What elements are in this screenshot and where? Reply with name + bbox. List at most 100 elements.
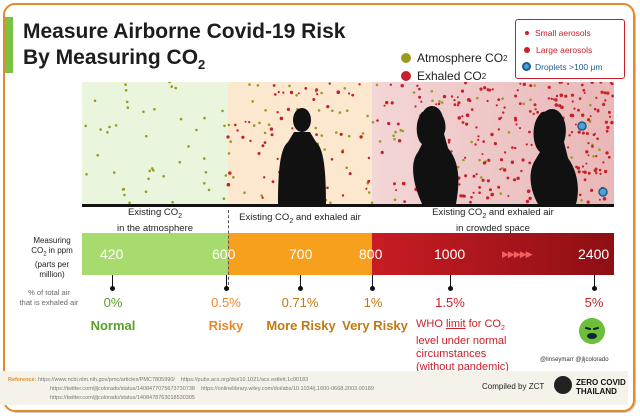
- exhaled-particle: [560, 82, 563, 84]
- exhaled-particle: [464, 156, 467, 159]
- exhaled-particle: [595, 96, 598, 99]
- atmosphere-particle: [343, 87, 347, 90]
- atmosphere-particle: [480, 176, 483, 179]
- exhaled-particle: [276, 157, 279, 160]
- atmosphere-particle: [251, 100, 254, 103]
- exhaled-particle: [525, 143, 528, 146]
- compiled-by: Compiled by ZCT: [482, 382, 545, 391]
- exhaled-particle: [560, 105, 564, 110]
- atmosphere-particle: [99, 128, 102, 131]
- atmosphere-particle: [142, 110, 145, 114]
- exhaled-particle: [518, 127, 522, 130]
- exhaled-particle: [510, 160, 515, 164]
- atmosphere-particle: [345, 109, 349, 112]
- atmosphere-particle: [263, 131, 267, 135]
- exhaled-particle: [598, 198, 601, 201]
- legend-small-aerosols: Small aerosols: [522, 24, 618, 41]
- ref-link-2[interactable]: https://pubs.acs.org/doi/10.1021/acs.est…: [181, 377, 309, 383]
- atmosphere-particle: [264, 109, 267, 112]
- atmosphere-particle: [580, 199, 583, 202]
- exhaled-particle: [610, 120, 614, 125]
- pct-axis-label: % of total air that is exhaled air: [19, 288, 79, 307]
- exhaled-particle: [387, 121, 391, 126]
- category-very-risky: Very Risky: [342, 318, 408, 333]
- exhaled-particle: [528, 161, 532, 165]
- atmosphere-particle: [150, 167, 154, 170]
- atmosphere-particle: [476, 96, 479, 100]
- exhaled-particle: [516, 89, 519, 92]
- exhaled-particle: [367, 179, 371, 183]
- ref-link-5[interactable]: https://twitter.com/jljcolorado/status/1…: [50, 395, 195, 401]
- exhaled-particle: [596, 109, 600, 113]
- particle-scene: [82, 82, 614, 204]
- ref-link-1[interactable]: https://www.ncbi.nlm.nih.gov/pmc/article…: [37, 377, 175, 383]
- aerosol-legend: Small aerosols Large aerosols Droplets >…: [515, 19, 625, 79]
- legend-exhaled: Exhaled CO 2: [401, 67, 508, 85]
- atmosphere-particle: [267, 123, 271, 126]
- exhaled-particle: [497, 128, 501, 131]
- atmosphere-particle: [438, 100, 441, 103]
- exhaled-particle: [554, 103, 559, 107]
- atmosphere-particle: [126, 106, 130, 109]
- exhaled-particle: [499, 158, 504, 162]
- exhaled-particle: [512, 178, 517, 182]
- exhaled-particle: [497, 185, 501, 189]
- pct-1-5: 1.5%: [435, 295, 465, 310]
- exhaled-particle: [282, 91, 285, 94]
- exhaled-particle: [528, 110, 532, 113]
- exhaled-particle: [547, 97, 551, 100]
- ref-link-4[interactable]: https://onlinelibrary.wiley.com/doi/abs/…: [201, 386, 374, 392]
- pct-0-71: 0.71%: [281, 295, 319, 310]
- zone-label-crowded: Existing CO2 and exhaled air in crowded …: [432, 207, 554, 234]
- atmosphere-particle: [106, 131, 109, 134]
- atmosphere-particle: [108, 125, 111, 129]
- legend-droplets: Droplets >100 μm: [522, 58, 618, 75]
- exhaled-particle: [577, 108, 580, 112]
- exhaled-particle: [518, 102, 522, 105]
- exhaled-particle: [498, 117, 501, 121]
- exhaled-particle: [383, 104, 386, 107]
- exhaled-particle: [564, 94, 568, 98]
- exhaled-particle: [593, 107, 597, 111]
- atmosphere-particle: [123, 193, 126, 197]
- pct-0: 0%: [103, 295, 123, 310]
- exhaled-particle: [336, 90, 341, 94]
- exhaled-particle: [481, 178, 485, 182]
- zct-brand: ZERO COVID THAILAND: [576, 378, 626, 396]
- exhaled-particle: [226, 135, 230, 139]
- infographic-card: Measure Airborne Covid-19 Risk By Measur…: [3, 3, 635, 412]
- exhaled-particle: [594, 167, 598, 171]
- category-normal: Normal: [90, 318, 136, 333]
- exhaled-particle: [503, 168, 507, 172]
- atmosphere-particle: [366, 114, 369, 118]
- exhaled-particle: [607, 155, 611, 159]
- atmosphere-particle: [462, 158, 465, 162]
- atmosphere-particle: [207, 188, 211, 192]
- atmosphere-particle: [320, 134, 324, 137]
- exhaled-particle: [326, 186, 329, 190]
- exhaled-particle: [532, 112, 535, 116]
- exhaled-particle: [576, 166, 580, 170]
- exhaled-particle: [479, 87, 483, 91]
- atmosphere-particle: [124, 83, 127, 86]
- exhaled-particle: [312, 98, 316, 101]
- atmosphere-particle: [375, 83, 379, 87]
- ppm-value-2400: 2400: [578, 246, 610, 262]
- ref-link-3[interactable]: https://twitter.com/jljcolorado/status/1…: [50, 386, 195, 392]
- atmosphere-particle: [320, 91, 323, 95]
- atmosphere-particle: [84, 124, 87, 128]
- exhaled-particle: [528, 130, 531, 134]
- exhaled-particle: [482, 161, 487, 165]
- exhaled-particle: [586, 200, 590, 204]
- small-dot-icon: [525, 30, 529, 35]
- exhaled-particle: [397, 139, 402, 143]
- exhaled-particle: [351, 93, 355, 97]
- exhaled-particle: [554, 98, 558, 102]
- atmosphere-particle: [431, 99, 434, 103]
- droplet-2: [598, 187, 608, 197]
- exhaled-particle: [469, 200, 472, 204]
- exhaled-particle: [583, 178, 587, 182]
- atmosphere-particle: [128, 201, 131, 204]
- exhaled-particle: [499, 168, 502, 171]
- atmosphere-particle: [222, 197, 226, 200]
